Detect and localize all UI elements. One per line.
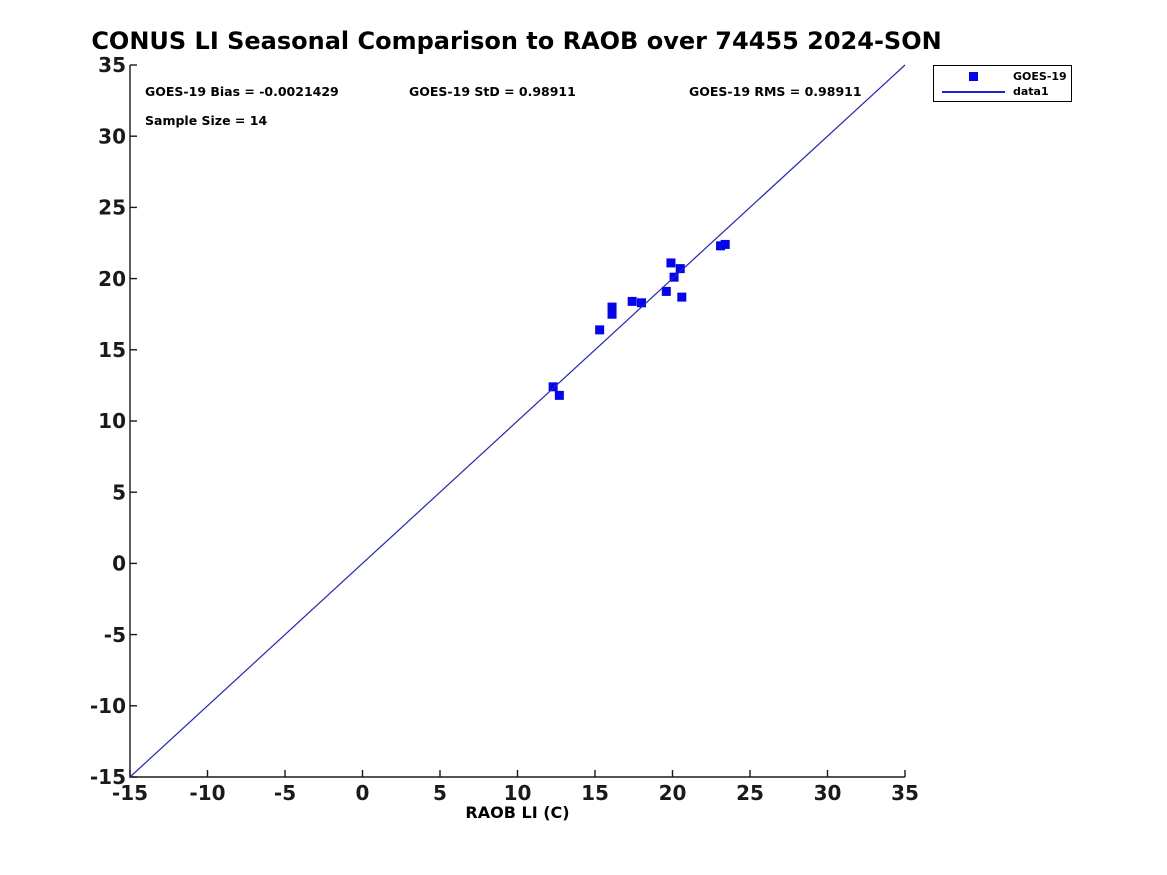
scatter-point (677, 292, 687, 302)
x-tick-label: 20 (659, 781, 687, 805)
x-tick-label: 5 (433, 781, 447, 805)
x-axis-label: RAOB LI (C) (465, 803, 570, 822)
legend-item-goes19: GOES-19 (934, 69, 1071, 84)
scatter-point (637, 298, 646, 308)
y-tick-label: 20 (98, 267, 126, 291)
scatter-point (548, 382, 558, 392)
scatter-point (627, 296, 637, 306)
line-marker-icon (942, 90, 1005, 93)
square-marker-icon (969, 72, 978, 81)
legend-item-data1: data1 (934, 84, 1071, 99)
y-tick-label: -15 (90, 765, 126, 789)
y-tick-label: 15 (98, 338, 126, 362)
legend: GOES-19 data1 (933, 65, 1072, 102)
scatter-point (607, 302, 617, 312)
y-tick-label: 5 (112, 480, 126, 504)
x-tick-label: -10 (189, 781, 225, 805)
x-tick-label: 10 (504, 781, 532, 805)
legend-label-goes19: GOES-19 (1013, 70, 1067, 83)
scatter-point (675, 264, 685, 274)
x-tick-label: -15 (112, 781, 148, 805)
x-tick-label: 35 (891, 781, 919, 805)
identity-line (129, 64, 906, 778)
scatter-point (607, 309, 617, 319)
y-tick-label: -10 (90, 694, 126, 718)
x-tick-label: 0 (356, 781, 370, 805)
scatter-point (716, 241, 726, 251)
y-tick-label: -5 (104, 623, 126, 647)
y-tick-label: 0 (112, 552, 126, 576)
scatter-point (666, 258, 676, 268)
scatter-point (661, 286, 671, 296)
x-tick-label: 30 (814, 781, 842, 805)
scatter-point (554, 390, 564, 400)
legend-label-data1: data1 (1013, 85, 1049, 98)
scatter-point (720, 239, 730, 249)
scatter-point (595, 325, 605, 335)
x-tick-label: -5 (274, 781, 296, 805)
x-tick-label: 15 (581, 781, 609, 805)
stat-sample-size: Sample Size = 14 (145, 113, 268, 128)
y-tick-label: 30 (98, 124, 126, 148)
y-tick-label: 35 (98, 53, 126, 77)
stat-bias: GOES-19 Bias = -0.0021429 (145, 84, 339, 99)
y-tick-label: 10 (98, 409, 126, 433)
stat-std: GOES-19 StD = 0.98911 (409, 84, 576, 99)
stat-rms: GOES-19 RMS = 0.98911 (689, 84, 862, 99)
chart-title: CONUS LI Seasonal Comparison to RAOB ove… (91, 27, 942, 55)
x-tick-label: 25 (736, 781, 764, 805)
y-tick-label: 25 (98, 196, 126, 220)
